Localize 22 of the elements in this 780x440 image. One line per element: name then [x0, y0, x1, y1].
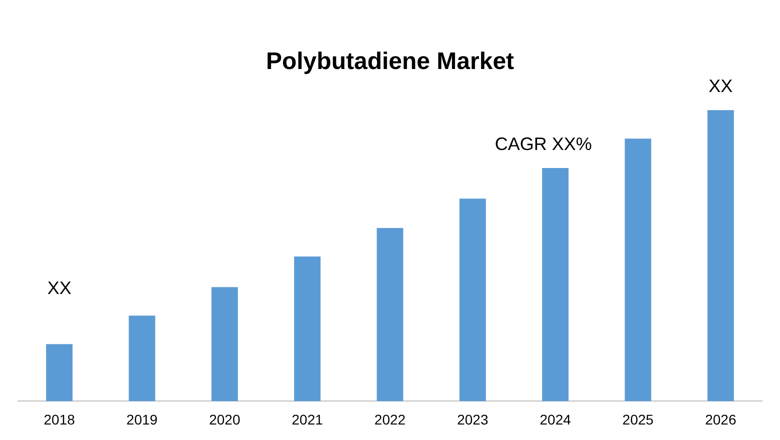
annotation: XX: [708, 76, 733, 96]
x-tick-label: 2026: [705, 411, 736, 428]
bar: [542, 168, 569, 402]
bar: [128, 316, 156, 402]
bar: [624, 138, 652, 402]
x-tick-label: 2019: [126, 411, 158, 428]
x-tick-label: 2018: [44, 411, 76, 428]
x-tick-label: 2024: [540, 411, 572, 428]
annotation: XX: [47, 278, 72, 298]
chart-title: Polybutadiene Market: [266, 48, 514, 76]
x-tick-label: 2020: [209, 411, 240, 428]
x-tick-label: 2021: [292, 411, 324, 428]
bar: [376, 228, 404, 402]
annotation: CAGR XX%: [494, 134, 592, 154]
bar: [459, 198, 486, 402]
bar: [46, 344, 73, 402]
x-tick-label: 2022: [374, 411, 406, 428]
bar: [294, 256, 321, 402]
x-tick-label: 2025: [622, 411, 654, 428]
bar: [707, 110, 734, 402]
bar: [211, 287, 238, 402]
x-tick-label: 2023: [457, 411, 488, 428]
